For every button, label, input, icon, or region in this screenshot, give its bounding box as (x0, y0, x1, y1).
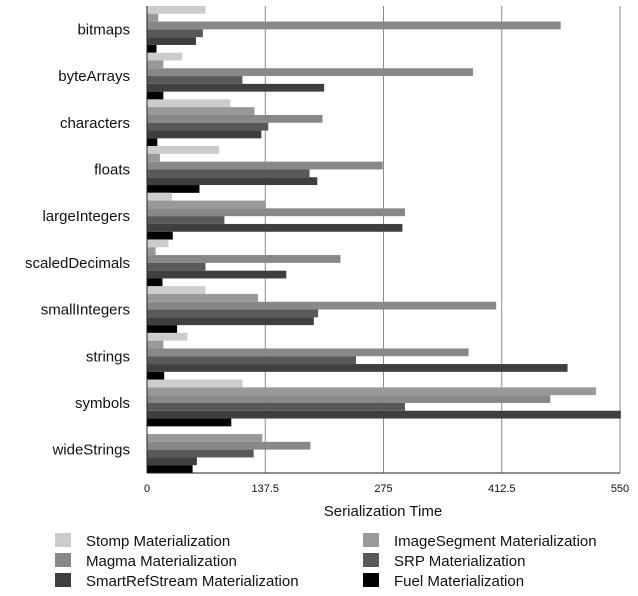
bar (147, 153, 160, 162)
x-tick-labels: 0 137.5 275 412.5 550 (144, 483, 629, 495)
bar (147, 402, 405, 411)
bars (147, 5, 621, 474)
category-labels: bitmaps byteArrays characters floats largeIn… (25, 21, 130, 458)
bar (147, 348, 469, 357)
legend-label: Magma Materialization (86, 553, 237, 570)
bar (147, 231, 173, 240)
bar (147, 29, 203, 38)
bar (147, 37, 197, 45)
category-label: floats (94, 161, 130, 178)
bar (147, 434, 263, 442)
bar (147, 138, 158, 147)
bar (147, 441, 311, 450)
bar (147, 364, 568, 372)
x-tick-label: 550 (611, 483, 629, 495)
category-label: wideStrings (51, 442, 130, 459)
bar (147, 465, 193, 474)
bar (147, 255, 341, 263)
bar (147, 107, 255, 115)
bar (147, 356, 356, 365)
bar (147, 216, 225, 224)
bar (147, 99, 231, 108)
bar (147, 340, 164, 349)
legend-swatch (363, 573, 379, 587)
bar (147, 247, 156, 256)
legend-label: SmartRefStream Materialization (86, 573, 299, 590)
bar (147, 177, 318, 186)
bar (147, 223, 403, 232)
bar (147, 200, 266, 209)
bar (147, 5, 206, 14)
category-label: largeIntegers (42, 208, 130, 225)
bar (147, 325, 178, 333)
bar (147, 457, 197, 466)
bar (147, 76, 243, 84)
legend-swatch (363, 533, 379, 547)
x-tick-label: 412.5 (488, 483, 516, 495)
bar (147, 192, 172, 201)
category-label: smallIntegers (41, 302, 130, 319)
bar (147, 410, 621, 419)
legend-label: Fuel Materialization (394, 573, 524, 590)
bar (147, 317, 314, 326)
bar (147, 278, 163, 287)
bar (147, 208, 405, 217)
bar (147, 122, 269, 131)
bar (147, 185, 200, 193)
bar (147, 418, 232, 427)
bar (147, 395, 551, 403)
bar (147, 293, 258, 302)
category-label: characters (60, 115, 130, 132)
legend: Stomp Materialization ImageSegment Materi… (55, 533, 597, 590)
bar (147, 270, 287, 279)
bar (147, 68, 473, 77)
bar (147, 332, 188, 341)
category-label: strings (86, 348, 130, 365)
bar (147, 239, 169, 248)
bar (147, 161, 383, 170)
legend-label: ImageSegment Materialization (394, 533, 597, 550)
bar (147, 13, 159, 22)
x-tick-label: 137.5 (251, 483, 279, 495)
bar (147, 114, 323, 123)
category-label: scaledDecimals (25, 255, 130, 272)
bar (147, 21, 561, 30)
legend-label: SRP Materialization (394, 553, 525, 570)
bar (147, 146, 220, 154)
bar (147, 83, 325, 92)
bar (147, 52, 183, 61)
legend-swatch (55, 573, 71, 587)
x-tick-label: 0 (144, 483, 150, 495)
bar (147, 262, 206, 271)
bar (147, 309, 319, 318)
bar (147, 371, 165, 380)
legend-swatch (55, 553, 71, 567)
legend-label: Stomp Materialization (86, 533, 230, 550)
bar (147, 130, 262, 139)
legend-swatch (363, 553, 379, 567)
bar (147, 301, 497, 310)
bar (147, 91, 164, 100)
bar (147, 169, 310, 178)
axes (146, 6, 620, 474)
category-label: bitmaps (77, 21, 130, 38)
bar (147, 286, 206, 294)
x-tick-label: 275 (374, 483, 392, 495)
category-label: byteArrays (58, 68, 130, 85)
bar (147, 379, 243, 388)
bar (147, 44, 157, 53)
bar (147, 387, 596, 396)
x-axis-title: Serialization Time (324, 503, 442, 520)
legend-swatch (55, 533, 71, 547)
bar (147, 60, 164, 69)
category-label: symbols (75, 395, 130, 412)
bar (147, 449, 254, 458)
